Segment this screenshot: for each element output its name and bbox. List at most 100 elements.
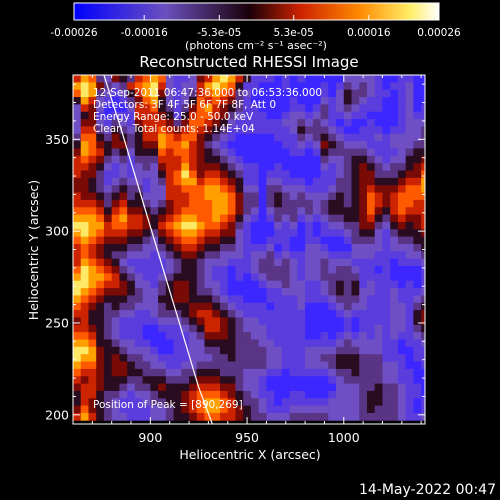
heatmap-cell: [243, 170, 252, 179]
heatmap-cell: [158, 258, 167, 267]
heatmap-cell: [173, 376, 182, 384]
heatmap-cell: [390, 199, 399, 208]
heatmap-cell: [266, 266, 275, 274]
heatmap-cell: [127, 111, 136, 120]
heatmap-cell: [119, 346, 128, 355]
heatmap-cell: [158, 288, 167, 296]
heatmap-cell: [173, 405, 182, 414]
heatmap-cell: [343, 412, 352, 421]
heatmap-cell: [274, 324, 283, 333]
heatmap-cell: [80, 258, 89, 267]
heatmap-cell: [243, 163, 252, 171]
heatmap-cell: [343, 229, 352, 238]
heatmap-cell: [429, 332, 437, 340]
heatmap-cell: [312, 82, 321, 91]
heatmap-cell: [328, 75, 337, 83]
heatmap-cell: [343, 354, 352, 362]
heatmap-cell: [429, 237, 437, 245]
heatmap-cell: [336, 163, 345, 171]
heatmap-cell: [312, 104, 321, 113]
heatmap-cell: [96, 288, 105, 296]
heatmap-cell: [189, 302, 198, 311]
heatmap-cell: [405, 332, 414, 340]
heatmap-cell: [127, 368, 136, 377]
heatmap-cell: [328, 332, 337, 340]
heatmap-cell: [351, 97, 360, 105]
heatmap-cell: [96, 324, 105, 333]
heatmap-cell: [382, 332, 391, 340]
heatmap-cell: [73, 405, 82, 414]
heatmap-cell: [212, 163, 221, 171]
heatmap-cell: [390, 119, 399, 127]
heatmap-cell: [266, 148, 275, 157]
heatmap-cell: [382, 251, 391, 260]
heatmap-cell: [103, 155, 113, 164]
heatmap-cell: [305, 332, 314, 340]
heatmap-cell: [73, 251, 82, 260]
heatmap-cell: [196, 148, 205, 157]
heatmap-cell: [289, 243, 298, 252]
heatmap-cell: [103, 199, 113, 208]
heatmap-cell: [343, 273, 352, 282]
heatmap-cell: [150, 354, 159, 362]
y-tick-label: 250: [45, 315, 69, 330]
heatmap-cell: [127, 302, 136, 311]
heatmap-cell: [343, 383, 352, 392]
heatmap-cell: [196, 155, 205, 164]
heatmap-cell: [429, 119, 437, 127]
heatmap-cell: [258, 332, 267, 340]
heatmap-cell: [165, 412, 174, 421]
heatmap-cell: [189, 170, 198, 179]
heatmap-cell: [274, 119, 283, 127]
heatmap-cell: [336, 141, 345, 149]
heatmap-cell: [111, 295, 120, 304]
heatmap-cell: [158, 119, 167, 127]
heatmap-cell: [88, 251, 97, 260]
heatmap-cell: [142, 280, 151, 289]
heatmap-cell: [305, 111, 314, 120]
heatmap-cell: [390, 243, 399, 252]
heatmap-cell: [227, 170, 236, 179]
heatmap-cell: [103, 111, 113, 120]
heatmap-cell: [235, 185, 244, 193]
heatmap-cell: [343, 295, 352, 304]
heatmap-cell: [297, 207, 306, 215]
heatmap-cell: [96, 229, 105, 238]
heatmap-cell: [235, 243, 244, 252]
heatmap-cell: [103, 376, 113, 384]
heatmap-cell: [119, 111, 128, 120]
heatmap-cell: [189, 405, 198, 414]
heatmap-cell: [204, 266, 213, 274]
heatmap-cell: [96, 332, 105, 340]
heatmap-cell: [227, 229, 236, 238]
heatmap-cell: [150, 302, 159, 311]
heatmap-cell: [382, 155, 391, 164]
heatmap-cell: [305, 302, 314, 311]
heatmap-cell: [158, 302, 167, 311]
heatmap-cell: [328, 295, 337, 304]
heatmap-cell: [181, 192, 190, 201]
heatmap-cell: [390, 280, 399, 289]
heatmap-cell: [289, 324, 298, 333]
heatmap-cell: [250, 229, 260, 238]
heatmap-cell: [181, 354, 190, 362]
heatmap-cell: [119, 258, 128, 267]
heatmap-cell: [289, 229, 298, 238]
heatmap-cell: [390, 405, 399, 414]
heatmap-cell: [189, 229, 198, 238]
heatmap-cell: [390, 346, 399, 355]
heatmap-cell: [274, 177, 283, 186]
heatmap-cell: [127, 133, 136, 142]
heatmap-cell: [397, 354, 407, 362]
heatmap-cell: [405, 119, 414, 127]
heatmap-cell: [382, 317, 391, 326]
heatmap-cell: [320, 251, 329, 260]
heatmap-cell: [96, 133, 105, 142]
heatmap-cell: [413, 133, 422, 142]
heatmap-cell: [413, 398, 422, 407]
heatmap-cell: [336, 251, 345, 260]
heatmap-cell: [405, 243, 414, 252]
heatmap-cell: [351, 236, 360, 245]
heatmap-cell: [165, 192, 174, 201]
heatmap-cell: [359, 89, 368, 98]
